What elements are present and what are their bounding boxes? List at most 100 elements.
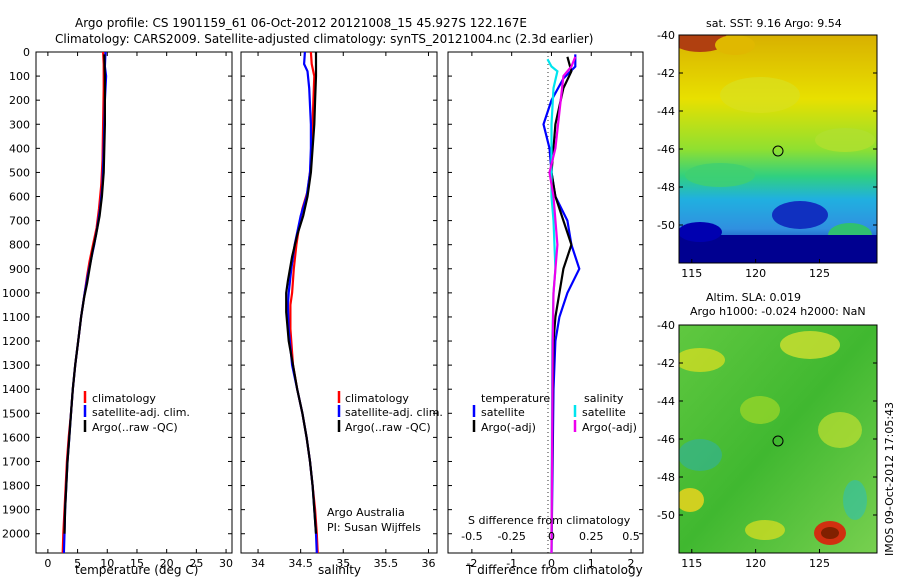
figure-title-line2: Climatology: CARS2009. Satellite-adjuste… <box>55 32 593 46</box>
temperature-xlabel: temperature (deg C) <box>75 563 198 577</box>
s-difference-label: S difference from climatology <box>468 514 631 527</box>
y-tick-label: 1400 <box>2 383 30 396</box>
sla-lon-axis: 115 120 125 <box>681 549 830 570</box>
credit-line2: PI: Susan Wijffels <box>327 521 421 534</box>
y-tick-label: 100 <box>9 70 30 83</box>
x-tick-label: 5 <box>74 557 81 570</box>
imos-watermark: IMOS 09-Oct-2012 17:05:43 <box>883 402 896 556</box>
legend-label-climatology: climatology <box>92 392 156 405</box>
difference-series <box>542 54 581 554</box>
y-tick-label: 500 <box>9 166 30 179</box>
x-tick-label: -1 <box>506 557 517 570</box>
sst-map-panel: sat. SST: 9.16 Argo: 9.54 -40-42-44-46-4… <box>657 17 878 280</box>
x-tick-label: 20 <box>160 557 174 570</box>
credit-line1: Argo Australia <box>327 506 405 519</box>
lon-tick-label: 120 <box>745 267 766 280</box>
legend-label-argo: Argo(..raw -QC) <box>92 421 178 434</box>
y-tick-label: 1500 <box>2 407 30 420</box>
y-tick-label: 1600 <box>2 431 30 444</box>
lat-tick-label: -48 <box>657 181 675 194</box>
temperature-x-axis: 0 5 10 15 20 25 30 <box>44 52 233 570</box>
lon-tick-label: 125 <box>809 557 830 570</box>
lat-tick-label: -48 <box>657 471 675 484</box>
x-tick-label: 36 <box>421 557 435 570</box>
sla-heatmap <box>679 325 877 553</box>
sla-lat-axis: -40 -42 -44 -46 -48 -50 <box>657 319 877 522</box>
y-tick-label: 1300 <box>2 359 30 372</box>
sla-map-subtitle: Argo h1000: -0.024 h2000: NaN <box>690 305 866 318</box>
legend-heading-temperature: temperature <box>481 392 550 405</box>
series-line-salinity-argo-adj- <box>548 56 577 554</box>
y-tick-label: 200 <box>9 94 30 107</box>
x-tick-label: 15 <box>130 557 144 570</box>
x-tick-label: 34.5 <box>288 557 313 570</box>
legend-label-temp-satellite: satellite <box>481 406 525 419</box>
lat-tick-label: -40 <box>657 29 675 42</box>
sla-map-panel: Altim. SLA: 0.019 Argo h1000: -0.024 h20… <box>657 291 878 570</box>
lat-tick-label: -40 <box>657 319 675 332</box>
salinity-xlabel: salinity <box>318 563 361 577</box>
legend-label-sal-argo: Argo(-adj) <box>582 421 637 434</box>
legend-label-satellite: satellite-adj. clim. <box>345 406 443 419</box>
x2-tick-label: 0 <box>548 530 555 543</box>
x-tick-label: -2 <box>466 557 477 570</box>
legend-label-sal-satellite: satellite <box>582 406 626 419</box>
lat-tick-label: -44 <box>657 105 675 118</box>
x2-tick-label: 0.5 <box>622 530 640 543</box>
y-tick-label: 300 <box>9 118 30 131</box>
lat-tick-label: -42 <box>657 357 675 370</box>
x-tick-label: 34 <box>251 557 265 570</box>
temperature-series <box>61 51 108 554</box>
y-tick-label: 1000 <box>2 287 30 300</box>
y-tick-label: 1700 <box>2 455 30 468</box>
series-line-argo-raw-qc- <box>63 54 107 534</box>
x-tick-label: 0 <box>44 557 51 570</box>
lon-tick-label: 115 <box>681 267 702 280</box>
y-tick-label: 1800 <box>2 480 30 493</box>
temperature-panel: 0100200300400500600700800900100011001200… <box>2 46 233 577</box>
legend-label-argo: Argo(..raw -QC) <box>345 421 431 434</box>
argo-location-marker <box>772 435 784 447</box>
x-tick-label: 2 <box>628 557 635 570</box>
lon-tick-label: 115 <box>681 557 702 570</box>
salinity-depth-ticks <box>241 51 437 535</box>
x2-tick-label: -0.25 <box>497 530 525 543</box>
series-line-temperature-satellite <box>542 54 581 554</box>
depth-axis: 0 100 200 300 400 500 600 700 800 900 1000 1100 1200… <box>2 46 232 541</box>
difference-axes-frame <box>447 51 644 554</box>
y-tick-label: 900 <box>9 263 30 276</box>
sst-lon-axis: 115 120 125 <box>681 259 830 280</box>
lat-tick-label: -44 <box>657 395 675 408</box>
legend-heading-salinity: salinity <box>584 392 624 405</box>
legend-label-temp-argo: Argo(-adj) <box>481 421 536 434</box>
x-tick-label: 30 <box>219 557 233 570</box>
y-tick-label: 800 <box>9 239 30 252</box>
series-line-argo-raw-qc- <box>285 52 318 534</box>
sst-heatmap <box>679 35 877 263</box>
legend-label-climatology: climatology <box>345 392 409 405</box>
x2-tick-label: -0.5 <box>461 530 482 543</box>
y-tick-label: 0 <box>23 46 30 59</box>
x-tick-label: 0 <box>548 557 555 570</box>
y-tick-label: 700 <box>9 215 30 228</box>
s-difference-ticks: -0.5 -0.25 0 0.25 0.5 <box>461 530 640 543</box>
salinity-series <box>285 51 319 554</box>
y-tick-label: 400 <box>9 142 30 155</box>
salinity-axes-frame <box>240 51 438 554</box>
x-tick-label: 35.5 <box>374 557 399 570</box>
difference-legend: temperature salinity satellite Argo(-adj… <box>472 392 637 434</box>
difference-depth-ticks <box>448 51 643 535</box>
x-tick-label: 10 <box>100 557 114 570</box>
y-tick-label: 1900 <box>2 504 30 517</box>
x-tick-label: 1 <box>588 557 595 570</box>
sla-map-title: Altim. SLA: 0.019 <box>706 291 801 304</box>
salinity-legend: climatology satellite-adj. clim. Argo(..… <box>337 391 443 434</box>
lon-tick-label: 125 <box>809 267 830 280</box>
t-difference-label: T difference from climatology <box>465 563 643 577</box>
salinity-panel: 34 34.5 35 35.5 36 salinity climatology sate… <box>240 51 443 577</box>
sst-map-title: sat. SST: 9.16 Argo: 9.54 <box>706 17 842 30</box>
figure-title-line1: Argo profile: CS 1901159_61 06-Oct-2012 … <box>75 16 527 30</box>
sst-lat-axis: -40 -42 -44 -46 -48 -50 <box>657 29 877 232</box>
temperature-legend: climatology satellite-adj. clim. Argo(..… <box>83 391 190 434</box>
